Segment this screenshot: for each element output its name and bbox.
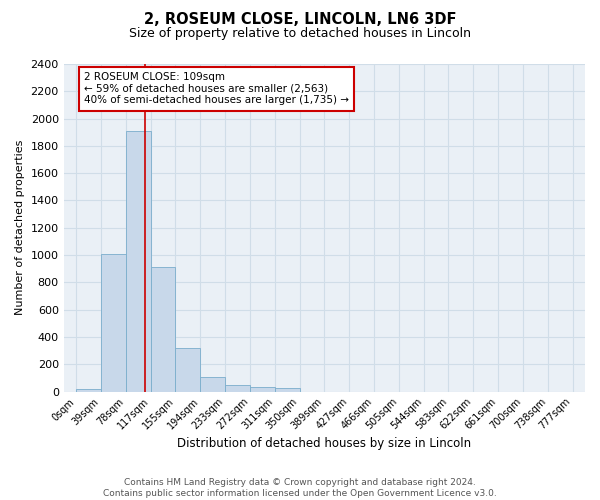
Bar [126,131,151,392]
Bar [76,389,101,392]
Bar [250,388,275,392]
Y-axis label: Number of detached properties: Number of detached properties [15,140,25,316]
Bar [175,348,200,392]
Bar [151,268,175,392]
X-axis label: Distribution of detached houses by size in Lincoln: Distribution of detached houses by size … [177,437,472,450]
Text: 2, ROSEUM CLOSE, LINCOLN, LN6 3DF: 2, ROSEUM CLOSE, LINCOLN, LN6 3DF [144,12,456,28]
Bar [275,388,299,392]
Text: Size of property relative to detached houses in Lincoln: Size of property relative to detached ho… [129,28,471,40]
Text: 2 ROSEUM CLOSE: 109sqm
← 59% of detached houses are smaller (2,563)
40% of semi-: 2 ROSEUM CLOSE: 109sqm ← 59% of detached… [84,72,349,106]
Bar [200,377,225,392]
Text: Contains HM Land Registry data © Crown copyright and database right 2024.
Contai: Contains HM Land Registry data © Crown c… [103,478,497,498]
Bar [225,385,250,392]
Bar [101,254,126,392]
